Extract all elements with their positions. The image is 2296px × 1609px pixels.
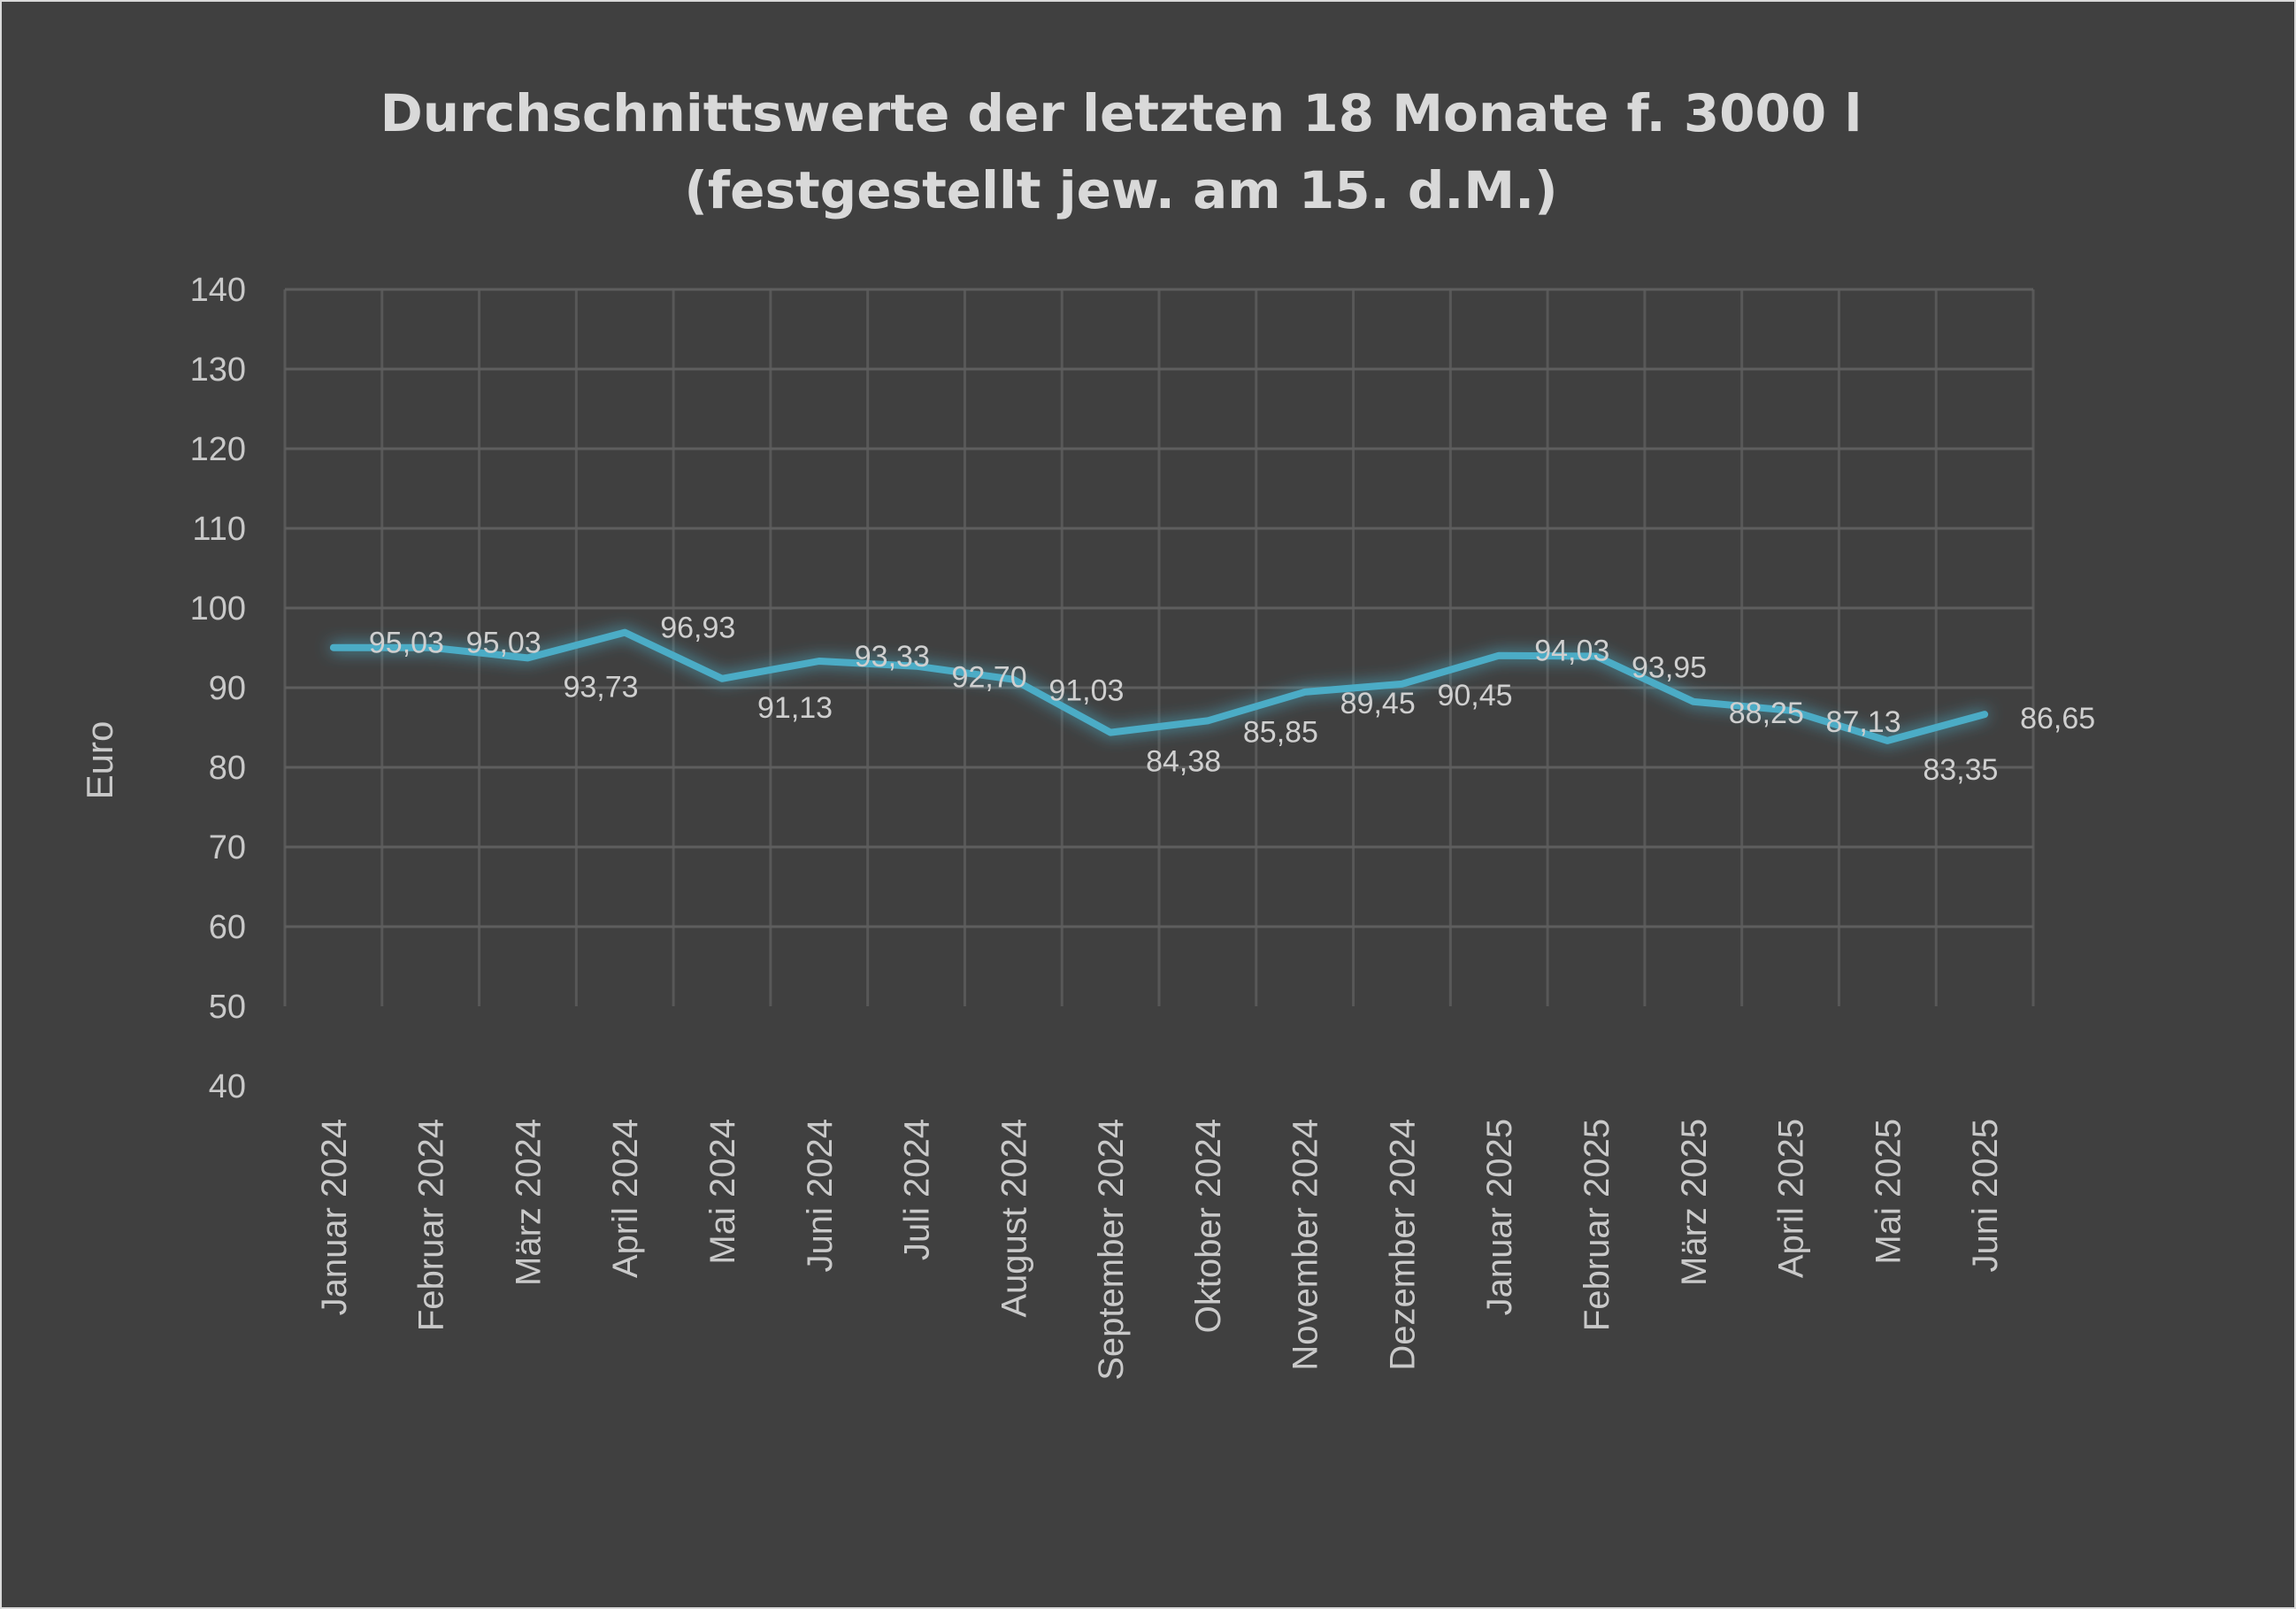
x-tick-label: Oktober 2024 <box>1189 1119 1228 1333</box>
data-label: 90,45 <box>1437 679 1512 712</box>
x-tick-label: März 2025 <box>1675 1119 1714 1286</box>
data-label: 87,13 <box>1826 705 1901 739</box>
x-tick-label: Februar 2025 <box>1578 1119 1616 1331</box>
data-point <box>1301 688 1309 697</box>
data-label: 95,03 <box>369 627 444 660</box>
data-label: 91,03 <box>1048 674 1124 708</box>
x-tick-label: August 2024 <box>994 1119 1033 1318</box>
x-tick-label: Juni 2025 <box>1966 1119 2005 1272</box>
y-tick-label: 140 <box>190 272 246 309</box>
y-tick-label: 130 <box>190 351 246 389</box>
data-label: 91,13 <box>757 691 833 725</box>
x-tick-label: Mai 2025 <box>1869 1119 1908 1265</box>
y-axis-ticks: 40 50 60 70 80 90 100 110 120 130 140 <box>190 272 246 1105</box>
x-tick-label: Juli 2024 <box>898 1119 937 1260</box>
data-point <box>1106 728 1115 737</box>
x-tick-label: Mai 2024 <box>703 1119 742 1265</box>
data-point <box>1203 716 1212 725</box>
x-tick-label: Juni 2024 <box>801 1119 840 1272</box>
y-tick-label: 100 <box>190 590 246 627</box>
y-tick-label: 120 <box>190 431 246 468</box>
data-label: 85,85 <box>1243 715 1318 749</box>
data-point <box>329 643 338 652</box>
x-tick-label: März 2024 <box>509 1119 548 1286</box>
data-labels: 95,03 95,03 93,73 96,93 91,13 93,33 92,70 91,03… <box>369 612 2095 787</box>
y-tick-label: 80 <box>209 750 246 787</box>
x-tick-label: Januar 2024 <box>315 1119 354 1315</box>
x-tick-label: November 2024 <box>1286 1119 1325 1371</box>
data-label: 95,03 <box>466 627 541 660</box>
data-label: 92,70 <box>952 661 1027 695</box>
y-tick-label: 90 <box>209 670 246 707</box>
data-label: 93,73 <box>563 670 638 704</box>
chart-title-line-1: Durchschnittswerte der letzten 18 Monate… <box>380 83 1862 143</box>
data-point <box>1494 651 1503 660</box>
x-tick-label: April 2025 <box>1772 1119 1811 1278</box>
x-tick-label: Dezember 2024 <box>1383 1119 1422 1371</box>
data-point <box>620 628 629 637</box>
x-tick-label: April 2024 <box>606 1119 645 1278</box>
data-point <box>1980 710 1989 719</box>
data-label: 89,45 <box>1340 687 1416 720</box>
data-label: 96,93 <box>660 612 735 645</box>
data-point <box>815 657 824 666</box>
data-label: 88,25 <box>1729 697 1804 730</box>
y-tick-label: 70 <box>209 829 246 866</box>
series-line-layer <box>329 628 1989 744</box>
x-tick-label: Februar 2024 <box>412 1119 451 1331</box>
y-tick-label: 60 <box>209 909 246 946</box>
data-point <box>1689 697 1698 706</box>
data-label: 94,03 <box>1534 635 1609 668</box>
grid <box>283 288 2035 1006</box>
x-axis-ticks: Januar 2024 Februar 2024 März 2024 April 20… <box>315 1119 2005 1381</box>
y-tick-label: 40 <box>209 1068 246 1105</box>
data-label: 86,65 <box>2020 702 2095 735</box>
y-tick-label: 110 <box>192 511 246 548</box>
chart-title-line-2: (festgestellt jew. am 15. d.M.) <box>684 160 1557 220</box>
x-tick-label: September 2024 <box>1092 1119 1131 1381</box>
x-tick-label: Januar 2025 <box>1480 1119 1519 1315</box>
y-tick-label: 50 <box>209 989 246 1026</box>
data-point <box>718 674 726 683</box>
y-axis-title: Euro <box>79 721 120 800</box>
series-line <box>329 628 1989 744</box>
data-label: 93,95 <box>1632 651 1707 684</box>
data-label: 83,35 <box>1923 753 1998 787</box>
data-label: 84,38 <box>1146 745 1221 779</box>
data-label: 93,33 <box>855 640 930 674</box>
